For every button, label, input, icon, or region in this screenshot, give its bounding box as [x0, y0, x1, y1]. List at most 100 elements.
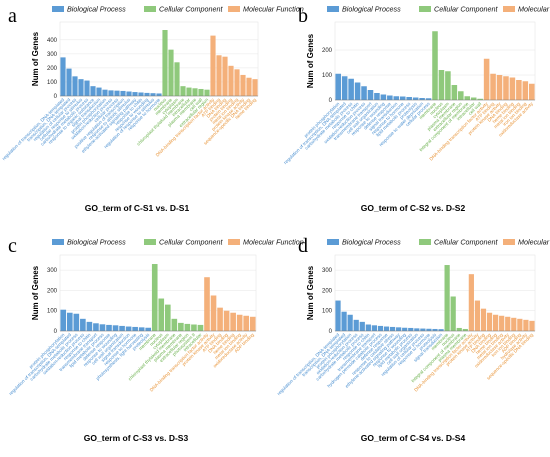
y-tick-label: 0: [54, 329, 58, 335]
y-tick-label: 200: [47, 288, 58, 294]
bar: [191, 324, 197, 331]
bar: [174, 62, 180, 96]
bar: [84, 80, 90, 96]
bar: [223, 310, 230, 331]
bar: [99, 324, 106, 331]
bar: [96, 87, 102, 96]
bar: [249, 316, 256, 331]
bar: [511, 317, 517, 331]
bar: [371, 325, 377, 331]
bar: [335, 73, 341, 100]
legend-swatch: [327, 239, 339, 245]
y-tick-label: 300: [47, 52, 58, 58]
bar: [396, 327, 402, 331]
plot-area: [59, 254, 257, 332]
bar: [529, 83, 535, 100]
legend-swatch: [52, 239, 64, 245]
y-axis-label: Num of Genes: [306, 33, 315, 88]
bar: [178, 322, 184, 331]
panel-letter: b: [298, 5, 308, 27]
y-tick-label: 300: [322, 268, 333, 274]
bar: [408, 327, 414, 331]
bar: [86, 321, 93, 331]
bar: [523, 319, 529, 331]
legend-swatch: [327, 6, 339, 12]
bar: [505, 316, 511, 331]
bar: [78, 79, 84, 96]
plot-area: [59, 21, 259, 97]
bar: [451, 85, 458, 100]
bar: [60, 309, 67, 331]
bar: [108, 90, 114, 96]
bar: [353, 319, 359, 331]
bar: [80, 318, 86, 331]
bar: [335, 300, 341, 331]
y-tick-label: 100: [322, 73, 333, 79]
bar: [126, 91, 132, 96]
bar: [112, 325, 119, 331]
legend-swatch: [503, 6, 515, 12]
bar: [162, 30, 168, 96]
bar: [222, 56, 228, 96]
y-axis-label: Num of Genes: [31, 265, 40, 320]
legend-label: Cellular Component: [159, 5, 224, 14]
y-tick-label: 200: [47, 66, 58, 72]
bar: [102, 89, 108, 96]
legend: Biological Process Cellular Component Mole…: [52, 5, 304, 14]
bar: [204, 277, 210, 331]
bar: [158, 298, 165, 331]
bar: [365, 324, 371, 331]
legend-label: Biological Process: [342, 5, 401, 14]
bar: [347, 314, 353, 331]
bar: [367, 90, 374, 100]
bar: [444, 265, 450, 331]
bar: [402, 327, 408, 331]
bar: [120, 90, 126, 96]
legend-label: Biological Process: [342, 238, 401, 247]
y-tick-label: 200: [322, 288, 333, 294]
bar: [470, 97, 477, 100]
y-tick-label: 100: [47, 309, 58, 315]
bar: [380, 94, 387, 100]
bar: [499, 315, 505, 331]
legend-swatch: [144, 239, 156, 245]
bar: [144, 92, 150, 96]
legend: Biological Process Cellular Component Mole…: [52, 238, 304, 247]
bar: [425, 98, 432, 100]
bar: [192, 88, 198, 96]
bar: [204, 89, 210, 96]
bar: [503, 76, 509, 100]
panel-letter: a: [8, 5, 17, 27]
bar: [186, 87, 192, 96]
bar: [432, 328, 438, 331]
legend-swatch: [52, 6, 64, 12]
bar: [509, 77, 516, 100]
bar: [236, 314, 243, 331]
bar: [529, 320, 535, 331]
bar: [377, 325, 384, 331]
bar: [164, 304, 171, 331]
bar: [474, 300, 481, 331]
legend-label: Molecular Function: [518, 5, 550, 14]
bar: [374, 93, 380, 100]
chart-title: GO_term of C-S3 vs. D-S3: [84, 433, 189, 443]
y-axis-label: Num of Genes: [31, 31, 40, 86]
bar: [383, 326, 390, 331]
bar: [414, 328, 420, 331]
bar: [432, 31, 438, 100]
bar: [456, 327, 462, 331]
bar: [450, 296, 456, 331]
bar: [210, 295, 217, 331]
bar: [66, 68, 72, 96]
bar: [198, 88, 204, 96]
y-tick-label: 0: [329, 329, 333, 335]
bar: [66, 312, 73, 331]
bar: [354, 82, 361, 100]
bar: [420, 328, 426, 331]
bar: [496, 75, 503, 100]
legend-swatch: [419, 6, 431, 12]
bar: [252, 79, 258, 96]
legend-label: Molecular Function: [518, 238, 550, 247]
bar: [106, 324, 112, 331]
